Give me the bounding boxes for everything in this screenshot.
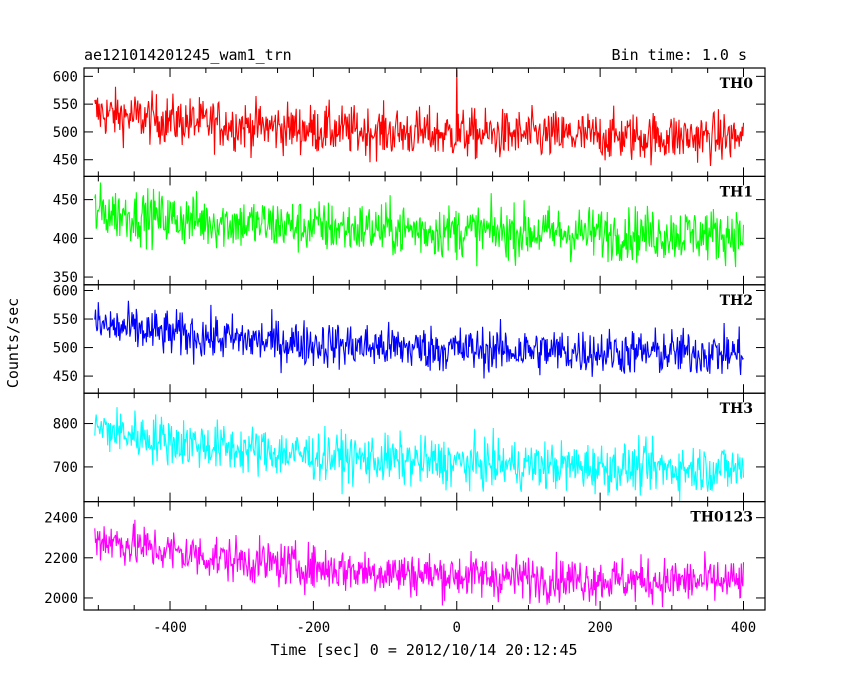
panel-label: TH0	[720, 76, 754, 92]
panels-group: 450 500 550 600 TH0 350 400 450 TH1 450 500 550 600 T…	[44, 67, 766, 636]
panel-label: TH1	[720, 184, 753, 200]
series-line-th3	[94, 407, 745, 501]
x-tick-label: -200	[297, 620, 331, 636]
x-tick-label: -400	[153, 620, 187, 636]
panel-label: TH0123	[690, 510, 753, 526]
x-tick-label: 0	[453, 620, 461, 636]
y-tick-label: 600	[53, 284, 78, 300]
y-tick-label: 2000	[44, 591, 78, 607]
series-line-th2	[94, 300, 744, 379]
y-tick-label: 500	[53, 125, 78, 141]
y-tick-label: 700	[53, 460, 78, 476]
x-axis-label: Time [sec] 0 = 2012/10/14 20:12:45	[270, 641, 577, 659]
y-tick-label: 800	[53, 417, 78, 433]
series-line-th0	[94, 69, 745, 167]
chart-subtitle: Bin time: 1.0 s	[612, 46, 747, 64]
panel-frame	[83, 501, 766, 611]
x-tick-label: 200	[587, 620, 612, 636]
x-tick-label: 400	[731, 620, 756, 636]
y-tick-label: 500	[53, 341, 78, 357]
y-tick-label: 2400	[44, 511, 78, 527]
y-tick-label: 450	[53, 153, 78, 169]
y-tick-label: 550	[53, 312, 78, 328]
y-tick-label: 350	[53, 270, 78, 286]
y-tick-label: 600	[53, 69, 78, 85]
y-tick-label: 2200	[44, 551, 78, 567]
chart-title: ae121014201245_wam1_trn	[84, 46, 292, 64]
series-line-th1	[94, 182, 745, 268]
y-tick-label: 450	[53, 193, 78, 209]
y-tick-label: 400	[53, 231, 78, 247]
series-line-th0123	[94, 519, 745, 608]
y-tick-label: 550	[53, 97, 78, 113]
y-tick-label: 450	[53, 369, 78, 385]
panel-label: TH3	[720, 401, 753, 417]
y-axis-label: Counts/sec	[4, 298, 22, 388]
panel-label: TH2	[720, 293, 753, 309]
